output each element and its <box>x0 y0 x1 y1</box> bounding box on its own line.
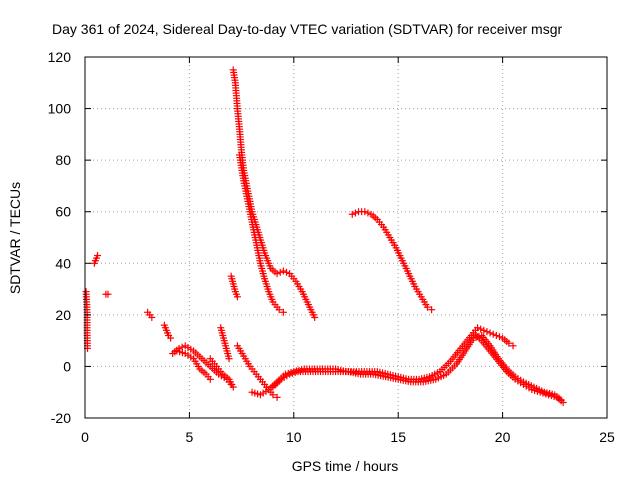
data-point <box>351 209 359 217</box>
data-point <box>282 268 290 276</box>
data-point <box>269 391 277 399</box>
data-point <box>279 308 287 316</box>
data-point <box>233 293 241 301</box>
y-tick-label: 40 <box>55 255 71 271</box>
x-tick-label: 0 <box>81 429 89 445</box>
data-point <box>474 324 482 332</box>
data-point <box>94 252 102 260</box>
y-tick-label: 80 <box>55 152 71 168</box>
y-tick-label: -20 <box>51 410 71 426</box>
data-point <box>104 290 112 298</box>
x-tick-label: 15 <box>390 429 406 445</box>
plot-frame <box>84 56 608 419</box>
chart-title: Day 361 of 2024, Sidereal Day-to-day VTE… <box>52 21 562 37</box>
data-point <box>167 334 175 342</box>
y-tick-label: 60 <box>55 204 71 220</box>
data-point <box>275 306 283 314</box>
data-point <box>148 313 156 321</box>
x-tick-label: 20 <box>495 429 511 445</box>
data-point <box>480 326 488 334</box>
data-point <box>361 208 369 216</box>
data-point <box>273 393 281 401</box>
data-point <box>495 333 503 341</box>
data-point <box>477 325 485 333</box>
data-point <box>206 375 214 383</box>
y-tick-label: 100 <box>48 101 72 117</box>
data-point <box>428 306 436 314</box>
data-point <box>486 329 494 337</box>
data-point <box>509 342 517 350</box>
data-point <box>483 328 491 336</box>
data-point <box>225 355 233 363</box>
y-tick-label: 120 <box>48 49 72 65</box>
data-point <box>492 331 500 339</box>
y-tick-label: 0 <box>63 358 71 374</box>
data-point <box>229 383 237 391</box>
x-tick-label: 10 <box>286 429 302 445</box>
axes: 0 5 10 15 20 25 -20 0 20 40 60 80 100 120 <box>48 49 615 445</box>
data-point <box>559 399 567 407</box>
data-point <box>505 339 513 347</box>
x-tick-label: 25 <box>599 429 615 445</box>
data-point <box>489 330 497 338</box>
x-tick-label: 5 <box>186 429 194 445</box>
x-axis-label: GPS time / hours <box>292 458 399 474</box>
data-points <box>82 66 567 407</box>
data-point <box>273 270 281 278</box>
grid <box>85 57 607 418</box>
data-point <box>348 210 356 218</box>
data-point <box>279 267 287 275</box>
y-tick-label: 20 <box>55 307 71 323</box>
data-point <box>276 268 284 276</box>
y-axis-label: SDTVAR / TECUs <box>7 182 23 294</box>
data-point <box>423 303 431 311</box>
data-point <box>311 313 319 321</box>
data-point <box>364 209 372 217</box>
